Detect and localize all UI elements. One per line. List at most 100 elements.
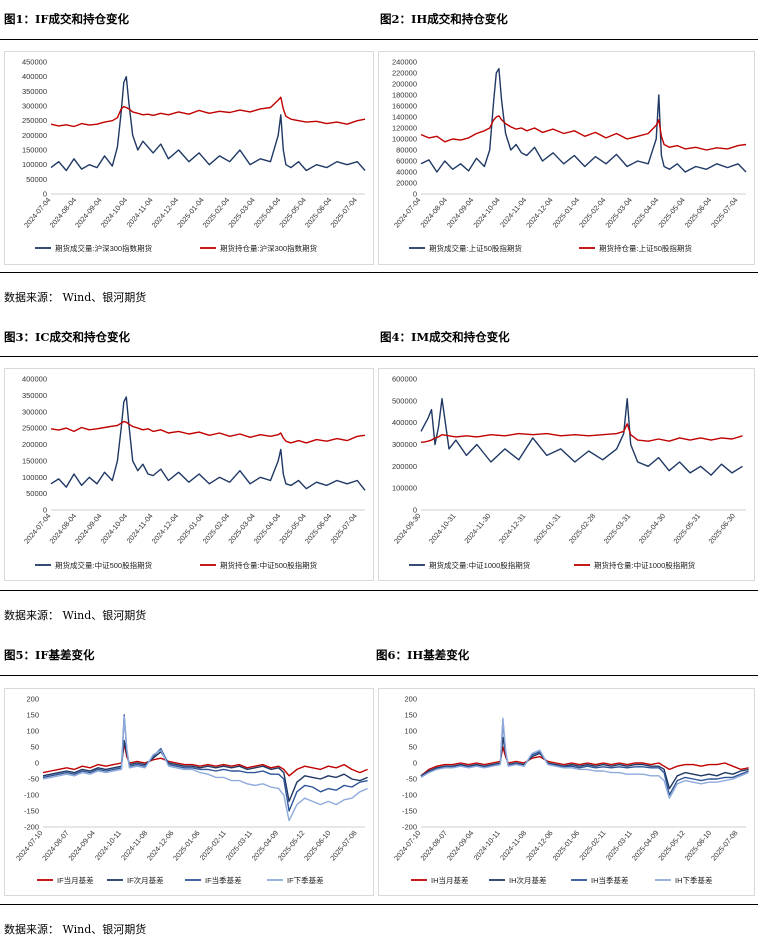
y-tick-label: 400000 — [392, 418, 417, 427]
y-tick-label: -200 — [402, 823, 417, 832]
legend-label: IF次月基差 — [127, 875, 164, 885]
bottom-rule-2 — [0, 590, 758, 591]
figure-6-title: 图6：IH基差变化 — [376, 648, 470, 662]
figure-5-title: 图5：IF基差变化 — [4, 648, 95, 662]
top-rule-3 — [0, 675, 758, 676]
y-tick-label: 100000 — [22, 473, 47, 482]
y-tick-label: 80000 — [396, 146, 417, 155]
x-tick-label: 2025-07-04 — [328, 196, 359, 230]
y-tick-label: 0 — [413, 506, 417, 515]
series-line-2 — [420, 423, 743, 443]
y-tick-label: 100 — [26, 727, 39, 736]
x-tick-label: 2024-12-31 — [497, 512, 528, 546]
y-tick-label: 240000 — [392, 58, 417, 67]
y-tick-label: 60000 — [396, 157, 417, 166]
source-note-2: 数据来源： Wind、银河期货 — [4, 609, 147, 622]
y-tick-label: 400000 — [22, 375, 47, 384]
figure-2-title: 图2：IH成交和持仓变化 — [380, 12, 508, 26]
chart-panel-2: 0 20000 40000 60000 80000 100000 120000 140000 1… — [378, 51, 755, 265]
x-tick-label: 2025-07-08 — [328, 829, 359, 863]
y-tick-label: 300000 — [22, 102, 47, 111]
y-tick-label: 0 — [413, 190, 417, 199]
series-line-4 — [42, 715, 368, 822]
y-tick-label: 50000 — [26, 489, 47, 498]
x-tick-label: 2025-02-28 — [567, 512, 598, 546]
series-line-1 — [420, 398, 743, 476]
y-tick-label: 150 — [26, 711, 39, 720]
legend-label: IF当月基差 — [57, 875, 94, 885]
figure-1-title: 图1：IF成交和持仓变化 — [4, 12, 130, 26]
y-tick-label: 20000 — [396, 179, 417, 188]
legend-label: 期货成交量:中证500股指期货 — [55, 560, 153, 570]
legend-label: IF当季基差 — [205, 875, 242, 885]
series-line-3 — [420, 720, 749, 796]
x-tick-label: 2024-09-04 — [445, 829, 476, 863]
legend-label: 期货成交量:上证50股指期货 — [429, 243, 522, 253]
legend-label: 期货成交量:中证1000股指期货 — [429, 560, 531, 570]
series-line-1 — [420, 67, 747, 173]
y-tick-label: 140000 — [392, 113, 417, 122]
legend-label: IH次月基差 — [509, 875, 547, 885]
y-tick-label: 0 — [43, 190, 47, 199]
chart-ih-volume-oi: 0 20000 40000 60000 80000 100000 120000 140000 1… — [392, 58, 747, 253]
chart-ih-basis: -200-150-100-500501001502002024-07-10202… — [392, 695, 749, 885]
chart-panel-4: 0 100000 200000 300000 400000 500000 600000 202… — [378, 368, 755, 581]
x-tick-label: 2025-03-31 — [602, 512, 633, 546]
series-line-3 — [42, 714, 368, 812]
x-tick-label: 2025-07-04 — [709, 196, 740, 230]
legend-label: 期货成交量:沪深300指数期货 — [55, 243, 153, 253]
series-line-1 — [420, 746, 749, 777]
x-tick-label: 2024-10-04 — [471, 196, 502, 230]
y-tick-label: 100000 — [392, 484, 417, 493]
x-tick-label: 2025-01-31 — [532, 512, 563, 546]
y-tick-label: 150 — [404, 711, 417, 720]
y-tick-label: 350000 — [22, 391, 47, 400]
source-note-3: 数据来源： Wind、银河期货 — [4, 923, 147, 936]
chart-panel-3: 0 50000 100000 150000 200000 250000 300000 3500… — [4, 368, 374, 581]
legend-label: IH当月基差 — [431, 875, 469, 885]
chart-if-volume-oi: 0 50000 100000 150000 200000 250000 300000 3500… — [22, 58, 366, 253]
y-tick-label: 50000 — [26, 175, 47, 184]
series-line-2 — [50, 96, 366, 128]
y-tick-label: 500000 — [392, 396, 417, 405]
source-note-1: 数据来源： Wind、银河期货 — [4, 291, 147, 304]
series-line-1 — [50, 396, 366, 491]
top-rule-1 — [0, 39, 758, 40]
y-tick-label: 250000 — [22, 424, 47, 433]
chart-ic-volume-oi: 0 50000 100000 150000 200000 250000 300000 3500… — [22, 375, 366, 570]
y-tick-label: 0 — [35, 759, 39, 768]
chart-im-volume-oi: 0 100000 200000 300000 400000 500000 600000 202… — [392, 375, 746, 570]
y-tick-label: 200000 — [22, 131, 47, 140]
x-tick-label: 2025-04-30 — [637, 512, 668, 546]
x-tick-label: 2024-09-04 — [66, 829, 97, 863]
series-line-2 — [420, 115, 747, 151]
chart-panel-5: -200 -150 -100 -50 0 50 100 150 200 2024-07-10 202… — [4, 688, 374, 896]
series-line-4 — [420, 717, 749, 799]
bottom-rule-3 — [0, 904, 758, 905]
x-tick-label: 2024-09-30 — [392, 512, 423, 546]
x-tick-label: 2025-01-06 — [551, 829, 582, 863]
y-tick-label: 0 — [413, 759, 417, 768]
y-tick-label: -200 — [24, 823, 39, 832]
y-tick-label: 150000 — [22, 456, 47, 465]
chart-panel-6: -200 -150 -100 -50 0 50 100 150 200 2024-07-10 202… — [378, 688, 755, 896]
y-tick-label: 200000 — [392, 80, 417, 89]
y-tick-label: 220000 — [392, 69, 417, 78]
x-tick-label: 2024-11-30 — [462, 512, 492, 546]
y-tick-label: 300000 — [392, 440, 417, 449]
x-tick-label: 2024-10-31 — [427, 512, 458, 546]
x-tick-label: 2024-10-11 — [472, 829, 502, 863]
legend-label: IH下季基差 — [675, 875, 713, 885]
x-tick-label: 2025-01-06 — [171, 829, 202, 863]
y-tick-label: 180000 — [392, 91, 417, 100]
y-tick-label: 100000 — [22, 160, 47, 169]
series-line-2 — [420, 736, 749, 790]
y-tick-label: 400000 — [22, 72, 47, 81]
figure-4-title: 图4：IM成交和持仓变化 — [380, 330, 510, 344]
chart-panel-1: 0 50000 100000 150000 200000 250000 300000 3500… — [4, 51, 374, 265]
series-line-1 — [50, 76, 366, 172]
y-tick-label: 450000 — [22, 58, 47, 67]
y-tick-label: -150 — [24, 807, 39, 816]
figure-3-title: 图3：IC成交和持仓变化 — [4, 330, 131, 344]
y-tick-label: 200000 — [22, 440, 47, 449]
